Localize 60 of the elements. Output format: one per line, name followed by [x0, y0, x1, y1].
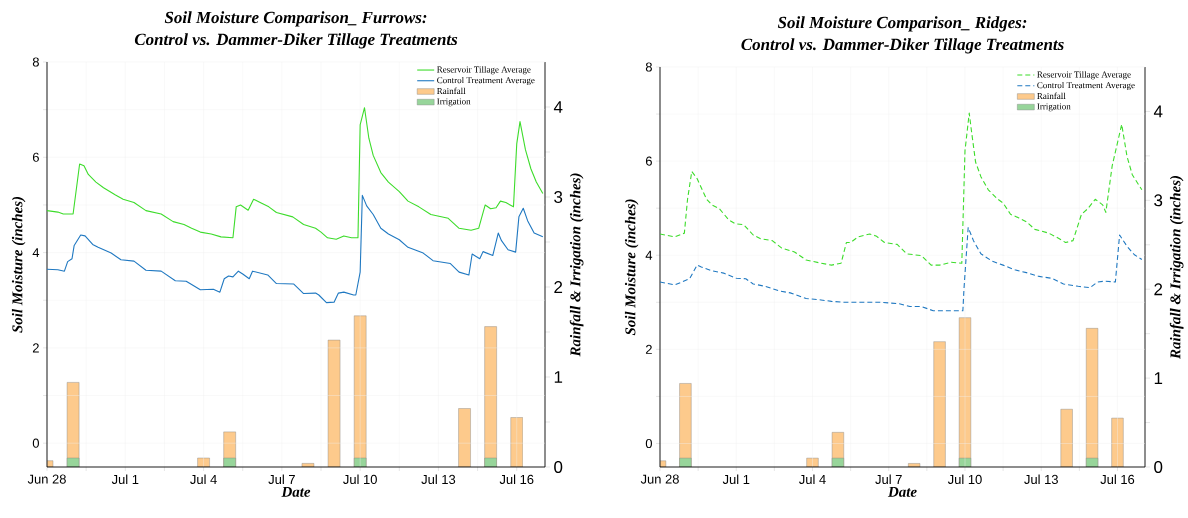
x-tick-label: Jun 28	[27, 474, 66, 484]
bar	[806, 457, 819, 467]
bar	[933, 341, 946, 467]
y2-tick-label: 4	[1153, 105, 1163, 118]
y-tick-label: 8	[32, 57, 39, 67]
x-tick-label: Jul 1	[111, 474, 139, 485]
legend-label: Rainfall	[1037, 92, 1066, 99]
y2-axis-title: Rainfall & Irrigation (inches)	[1169, 175, 1184, 359]
x-tick-label: Jul 10	[947, 474, 982, 485]
x-tick-label: Jul 7	[875, 474, 902, 485]
y-tick-label: 2	[32, 343, 39, 353]
y-tick-label: 6	[645, 156, 652, 166]
y-tick-label: 8	[645, 62, 652, 72]
x-tick-label: Jul 16	[499, 474, 534, 485]
y-tick-label: 4	[32, 248, 40, 258]
bar	[1111, 417, 1124, 467]
x-tick-label: Jul 4	[799, 474, 826, 485]
y2-axis-title: Rainfall & Irrigation (inches)	[569, 173, 584, 357]
x-tick-label: Jul 13	[421, 474, 456, 485]
legend-label: Control Treatment Average	[1037, 81, 1135, 91]
y-tick-label: 6	[32, 152, 39, 162]
y2-tick-label: 0	[1154, 461, 1163, 473]
y-axis-title: Soil Moisture (inches)	[11, 196, 26, 333]
bar	[197, 457, 210, 467]
legend-label: Irrigation	[437, 98, 471, 107]
legend-label: Reservoir Tillage Average	[437, 66, 531, 75]
x-tick-label: Jul 10	[343, 474, 377, 485]
legend-label: Rainfall	[437, 87, 466, 94]
y2-tick-label: 3	[554, 191, 563, 203]
bar	[510, 417, 523, 467]
legend-label: Irrigation	[1037, 103, 1071, 112]
legend-label: Reservoir Tillage Average	[1037, 71, 1131, 80]
chart-subtitle: Control vs. Dammer-Diker Tillage Treatments	[741, 38, 1064, 54]
x-axis-title: Date	[281, 486, 311, 497]
chart-title: Soil Moisture Comparison_ Furrows:	[164, 11, 427, 27]
y2-tick-label: 2	[1154, 283, 1163, 296]
x-tick-label: Jun 28	[640, 474, 679, 484]
x-tick-label: Jul 4	[190, 474, 217, 485]
y-tick-label: 0	[32, 438, 39, 448]
x-tick-label: Jul 16	[1100, 474, 1135, 485]
y2-tick-label: 1	[1154, 372, 1163, 384]
bar	[1060, 409, 1073, 467]
y-tick-label: 0	[645, 438, 652, 449]
chart-title: Soil Moisture Comparison_ Ridges:	[777, 16, 1027, 32]
y-tick-label: 2	[645, 344, 652, 354]
chart-subtitle: Control vs. Dammer-Diker Tillage Treatments	[134, 33, 458, 49]
y-tick-label: 4	[645, 250, 653, 260]
y2-tick-label: 4	[553, 101, 563, 113]
bar	[327, 339, 341, 467]
x-tick-label: Jul 13	[1024, 474, 1058, 485]
x-axis-title: Date	[887, 486, 917, 497]
y-axis-title: Soil Moisture (inches)	[624, 199, 639, 336]
y2-tick-label: 0	[554, 461, 563, 473]
x-tick-label: Jul 1	[722, 474, 750, 485]
x-tick-label: Jul 7	[268, 474, 295, 485]
y2-tick-label: 2	[554, 281, 563, 293]
y2-tick-label: 3	[1154, 194, 1163, 207]
y2-tick-label: 1	[554, 371, 563, 383]
legend-label: Control Treatment Average	[437, 76, 535, 86]
bar	[458, 408, 471, 467]
